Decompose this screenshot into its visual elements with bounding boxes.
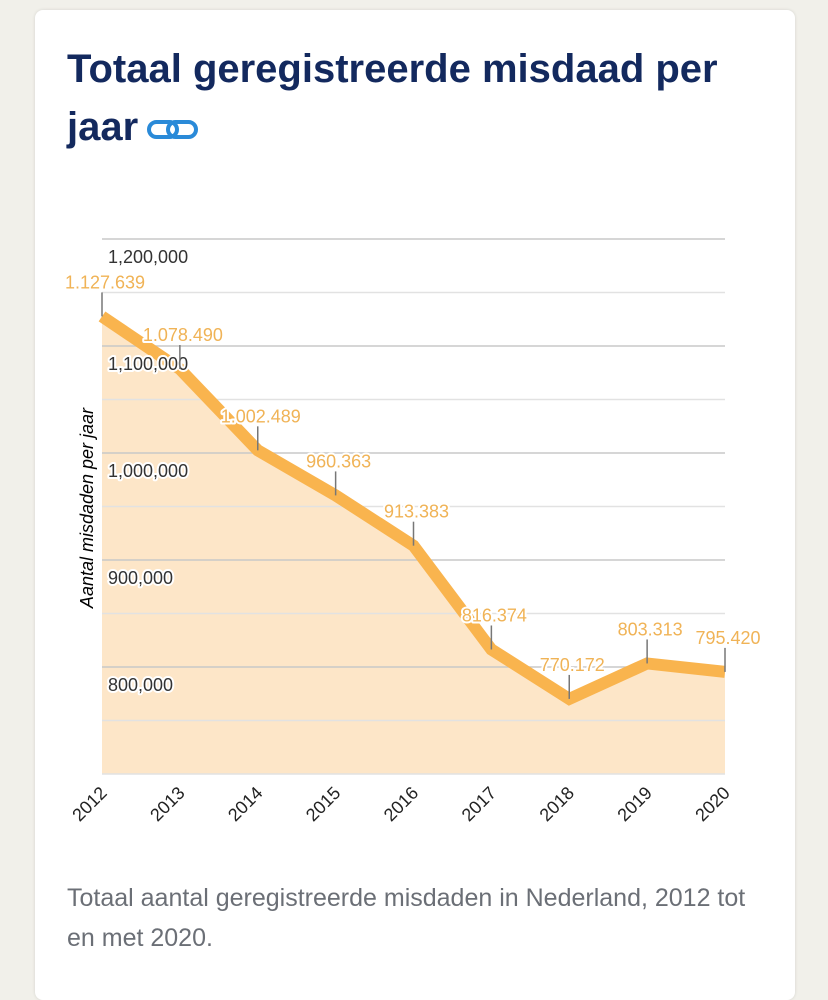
x-tick-label: 2013 <box>146 783 188 825</box>
data-label: 795.420 <box>695 628 760 648</box>
chart: Aantal misdaden per jaar 800,000 900,000 1… <box>65 238 763 825</box>
caption: Totaal aantal geregistreerde misdaden in… <box>67 884 746 952</box>
data-label: 913.383 <box>384 502 449 522</box>
link-icon[interactable] <box>146 114 200 144</box>
page: {"title": "Totaal geregistreerde misdaad… <box>35 10 795 1000</box>
y-tick-label: 1,100,000 <box>108 354 188 374</box>
data-label: 816.374 <box>462 605 527 625</box>
x-tick-label: 2017 <box>458 783 500 825</box>
x-tick-label: 2018 <box>536 783 578 825</box>
data-label: 770.172 <box>540 655 605 675</box>
x-tick-label: 2019 <box>613 783 655 825</box>
data-label: 1.127.639 <box>65 272 145 292</box>
y-tick-label: 1,000,000 <box>108 461 188 481</box>
x-tick-label: 2012 <box>68 783 110 825</box>
y-axis-title: Aantal misdaden per jaar <box>77 407 97 609</box>
y-tick-label: 1,200,000 <box>108 247 188 267</box>
data-label: 960.363 <box>306 451 371 471</box>
area <box>102 316 725 774</box>
data-label: 803.313 <box>618 619 683 639</box>
x-tick-label: 2014 <box>224 783 266 825</box>
x-tick-label: 2016 <box>380 783 422 825</box>
y-tick-label: 900,000 <box>108 568 173 588</box>
title-block: Totaal geregistreerde misdaad per jaar <box>67 40 757 156</box>
y-tick-label: 800,000 <box>108 675 173 695</box>
x-tick-label: 2020 <box>691 783 733 825</box>
title: Totaal geregistreerde misdaad per jaar <box>67 47 718 149</box>
data-label: 1.078.490 <box>143 325 223 345</box>
x-tick-label: 2015 <box>302 783 344 825</box>
data-label: 1.002.489 <box>221 406 301 426</box>
